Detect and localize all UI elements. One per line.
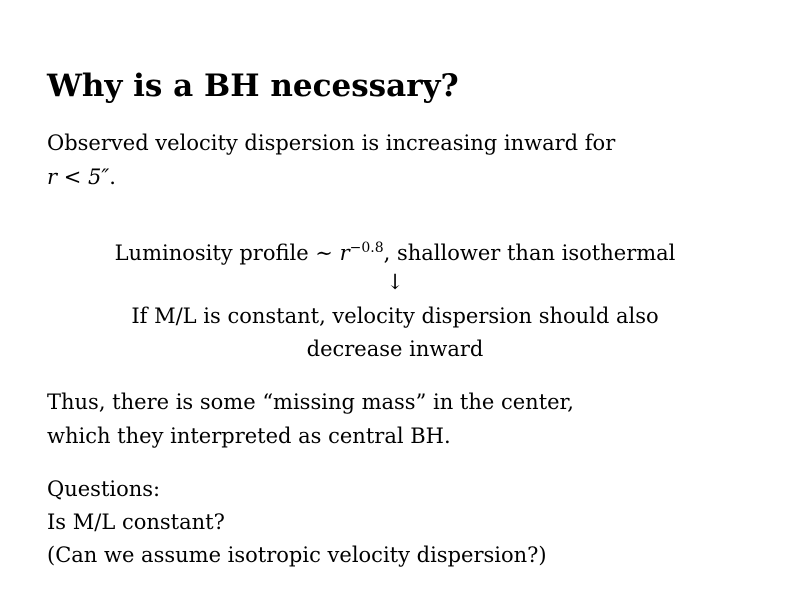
question-2: (Can we assume isotropic velocity disper…: [47, 543, 547, 567]
questions-heading: Questions:: [47, 477, 161, 501]
argument-post: , shallower than isothermal: [383, 241, 676, 265]
period: .: [109, 165, 116, 189]
question-1: Is M/L constant?: [47, 510, 225, 534]
down-arrow-icon: ↓: [386, 270, 404, 294]
slide-title: Why is a BH necessary?: [47, 68, 459, 104]
argument-pre: Luminosity profile ∼: [114, 241, 340, 265]
math-r-less-5arcsec: r < 5″: [47, 165, 110, 189]
para1-line1: Observed velocity dispersion is increasi…: [47, 131, 616, 155]
math-exponent: −0.8: [349, 240, 384, 256]
para1-line2: r < 5″.: [47, 160, 116, 194]
argument-line2: If M/L is constant, velocity dispersion …: [131, 304, 659, 328]
argument-line3: decrease inward: [306, 337, 484, 361]
math-r: r: [339, 241, 350, 265]
para2-line2: which they interpreted as central BH.: [47, 424, 451, 448]
argument-line1: Luminosity profile ∼ r−0.8, shallower th…: [0, 231, 790, 270]
para2-line1: Thus, there is some “missing mass” in th…: [47, 390, 574, 414]
